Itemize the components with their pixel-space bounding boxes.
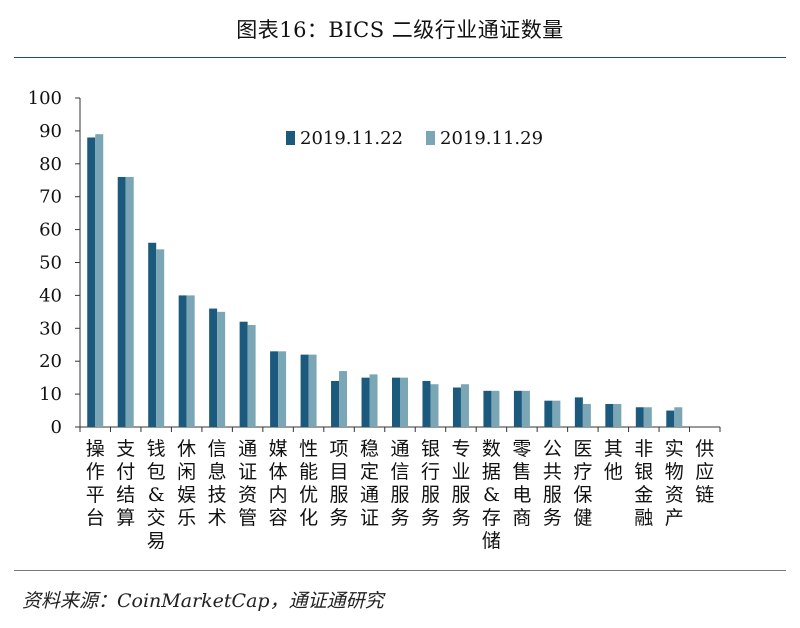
bar [369, 374, 378, 427]
legend-swatch [286, 131, 295, 145]
y-tick-label: 90 [39, 121, 62, 142]
bar [552, 400, 561, 427]
legend-swatch [426, 131, 435, 145]
bar [491, 390, 500, 427]
bar [217, 311, 226, 427]
bar [300, 354, 309, 427]
x-tick-label: 公共服务 [543, 438, 562, 529]
bar [483, 390, 492, 427]
bar [278, 351, 287, 427]
y-tick-label: 60 [39, 220, 62, 241]
x-tick-label: 信息技术 [208, 438, 227, 529]
x-tick-label: 项目服务 [330, 438, 349, 529]
legend-label: 2019.11.22 [300, 128, 403, 149]
bar [582, 403, 591, 427]
bar [613, 403, 622, 427]
y-tick-label: 80 [39, 154, 62, 175]
bar [247, 325, 256, 427]
x-tick-label: 稳定通证 [360, 438, 379, 529]
bar [605, 403, 614, 427]
x-tick-label: 非银金融 [634, 438, 653, 529]
y-tick-label: 70 [39, 187, 62, 208]
x-tick-label: 支付结算 [116, 438, 135, 529]
source-note: 资料来源：CoinMarketCap，通证通研究 [22, 590, 384, 612]
x-tick-label: 休闲娱乐 [177, 438, 196, 529]
x-tick-label: 数据&存储 [482, 438, 501, 552]
bar [643, 407, 652, 427]
y-tick-label: 40 [39, 285, 62, 306]
y-tick-label: 20 [39, 351, 62, 372]
bar [666, 410, 675, 427]
bar [392, 377, 400, 427]
bar-chart: 0 10 20 30 40 50 60 70 80 90 100 操作平台支付结算钱包&交易休闲娱乐… [28, 88, 721, 552]
bar [430, 384, 439, 427]
bar [422, 380, 431, 427]
bar [361, 377, 370, 427]
bar [574, 397, 583, 427]
y-tick-label: 30 [39, 318, 62, 339]
x-tick-label: 通证资管 [238, 438, 257, 529]
x-tick-label: 钱包&交易 [147, 438, 166, 552]
bar [308, 354, 317, 427]
bar [460, 384, 469, 427]
bar [674, 407, 683, 427]
bar [339, 371, 348, 427]
bar [125, 176, 134, 427]
bar [95, 134, 104, 427]
x-tick-label: 通信服务 [390, 438, 409, 529]
source-rule [14, 570, 786, 571]
bar [156, 249, 165, 427]
x-tick-label: 操作平台 [86, 438, 105, 529]
bar [178, 295, 187, 427]
x-tick-label: 实物资产 [665, 438, 684, 529]
bar [117, 176, 126, 427]
y-tick-label: 50 [39, 253, 62, 274]
bar [148, 242, 157, 427]
bar [452, 387, 461, 427]
y-tick-label: 100 [28, 88, 62, 109]
x-tick-label: 医疗保健 [573, 438, 592, 529]
x-tick-labels: 操作平台支付结算钱包&交易休闲娱乐信息技术通证资管媒体内容性能优化项目服务稳定通… [86, 438, 715, 552]
x-tick-label: 性能优化 [299, 438, 318, 529]
bar [521, 390, 530, 427]
y-tick-label: 0 [51, 417, 62, 438]
bar [186, 295, 195, 427]
x-tick-label: 银行服务 [421, 438, 440, 529]
bar [400, 377, 408, 427]
chart-title: 图表16：BICS 二级行业通证数量 [236, 18, 564, 42]
bar [331, 380, 340, 427]
chart-bars [87, 134, 683, 428]
bar [513, 390, 522, 427]
title-rule [14, 57, 786, 58]
bar [239, 321, 248, 427]
legend-label: 2019.11.29 [440, 128, 543, 149]
chart-legend: 2019.11.22 2019.11.29 [286, 128, 543, 149]
bar [635, 407, 644, 427]
bar [209, 308, 218, 427]
x-tick-label: 媒体内容 [269, 438, 288, 529]
x-tick-label: 其他 [604, 438, 623, 483]
bar [87, 137, 96, 428]
y-tick-label: 10 [39, 384, 62, 405]
x-tick-label: 专业服务 [451, 438, 470, 529]
x-tick-label: 零售电商 [512, 438, 531, 529]
bar [270, 351, 279, 427]
bar [544, 400, 553, 427]
x-tick-label: 供应链 [695, 438, 714, 506]
